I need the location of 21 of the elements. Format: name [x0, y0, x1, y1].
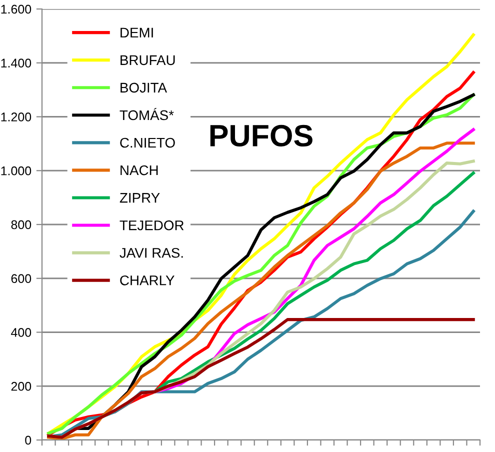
y-tick-label: 1.000	[1, 166, 32, 176]
legend-label: ZIPRY	[120, 193, 160, 203]
legend-label: C.NIETO	[120, 138, 175, 148]
y-tick-label: 200	[11, 382, 32, 391]
y-tick-label: 600	[11, 274, 32, 284]
legend-label: BRUFAU	[120, 55, 175, 66]
legend-label: BOJITA	[120, 82, 168, 93]
line-series	[47, 318, 475, 439]
legend-label: DEMI	[120, 28, 153, 38]
y-tick-label: 1.600	[1, 4, 32, 14]
text: PUFOS	[210, 124, 312, 146]
legend-label: CHARLY	[120, 275, 174, 286]
y-tick-label: 1.400	[1, 58, 32, 68]
legend-label: TOMÁS*	[120, 108, 174, 120]
y-tick-label: 0	[25, 436, 32, 445]
y-tick-label: 400	[11, 328, 32, 337]
y-tick-label: 1.200	[1, 112, 32, 122]
y-tick-label: 800	[11, 220, 32, 230]
legend-label: TEJEDOR	[120, 220, 184, 230]
legend-label: NACH	[120, 165, 158, 176]
legend-label: JAVI RAS.	[120, 248, 183, 258]
